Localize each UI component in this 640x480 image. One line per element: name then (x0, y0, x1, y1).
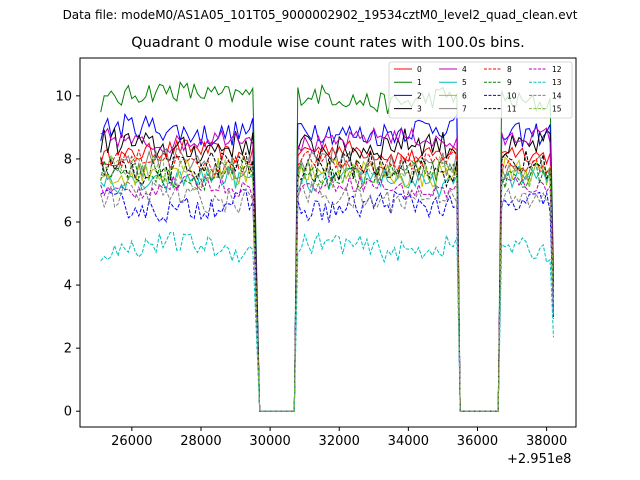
y-tick-label: 4 (64, 279, 72, 294)
legend-label-6: 6 (462, 91, 467, 100)
legend-label-3: 3 (417, 105, 422, 114)
y-tick-label: 8 (64, 152, 72, 167)
x-tick-label: 30000 (249, 434, 290, 449)
legend-label-11: 11 (507, 105, 517, 114)
legend-label-14: 14 (552, 91, 562, 100)
legend-label-10: 10 (507, 91, 517, 100)
series-line-4 (100, 126, 554, 412)
legend-label-8: 8 (507, 65, 512, 74)
x-tick-label: 28000 (180, 434, 221, 449)
legend-label-5: 5 (462, 78, 467, 87)
series-line-5 (100, 165, 554, 412)
y-tick-label: 0 (64, 405, 72, 420)
y-tick-label: 6 (64, 216, 72, 231)
series-line-11 (100, 150, 554, 412)
x-axis: 26000 28000 30000 32000 34000 36000 38000 (111, 427, 567, 449)
legend-label-7: 7 (462, 105, 467, 114)
x-tick-label: 34000 (388, 434, 429, 449)
x-tick-label: 36000 (457, 434, 498, 449)
series-line-10 (100, 188, 554, 412)
series-line-15 (100, 153, 554, 412)
legend-label-1: 1 (417, 78, 422, 87)
y-axis: 0 2 4 6 8 10 (55, 89, 80, 420)
y-tick-label: 10 (55, 89, 72, 104)
x-tick-label: 38000 (526, 434, 567, 449)
legend-label-0: 0 (417, 65, 422, 74)
legend-label-9: 9 (507, 78, 512, 87)
legend-label-12: 12 (552, 65, 562, 74)
x-tick-label: 26000 (111, 434, 152, 449)
x-axis-offset-label: +2.951e8 (507, 452, 572, 467)
series-line-0 (100, 138, 554, 412)
series-line-8 (100, 149, 554, 412)
legend-label-4: 4 (462, 65, 467, 74)
series-line-3 (100, 127, 554, 412)
series-line-12 (100, 173, 554, 412)
legend-label-2: 2 (417, 91, 422, 100)
legend-label-15: 15 (552, 105, 562, 114)
axes-frame (79, 57, 577, 428)
legend-box (388, 61, 573, 119)
x-tick-label: 32000 (319, 434, 360, 449)
series-line-7 (100, 147, 554, 412)
figure-suptitle: Data file: modeM0/AS1A05_101T05_90000029… (62, 8, 578, 22)
series-line-14 (100, 179, 554, 412)
y-tick-label: 2 (64, 342, 72, 357)
legend-label-13: 13 (552, 78, 562, 87)
chart-title: Quadrant 0 module wise count rates with … (131, 35, 525, 51)
series-line-13 (100, 231, 554, 412)
series-layer (100, 81, 554, 412)
